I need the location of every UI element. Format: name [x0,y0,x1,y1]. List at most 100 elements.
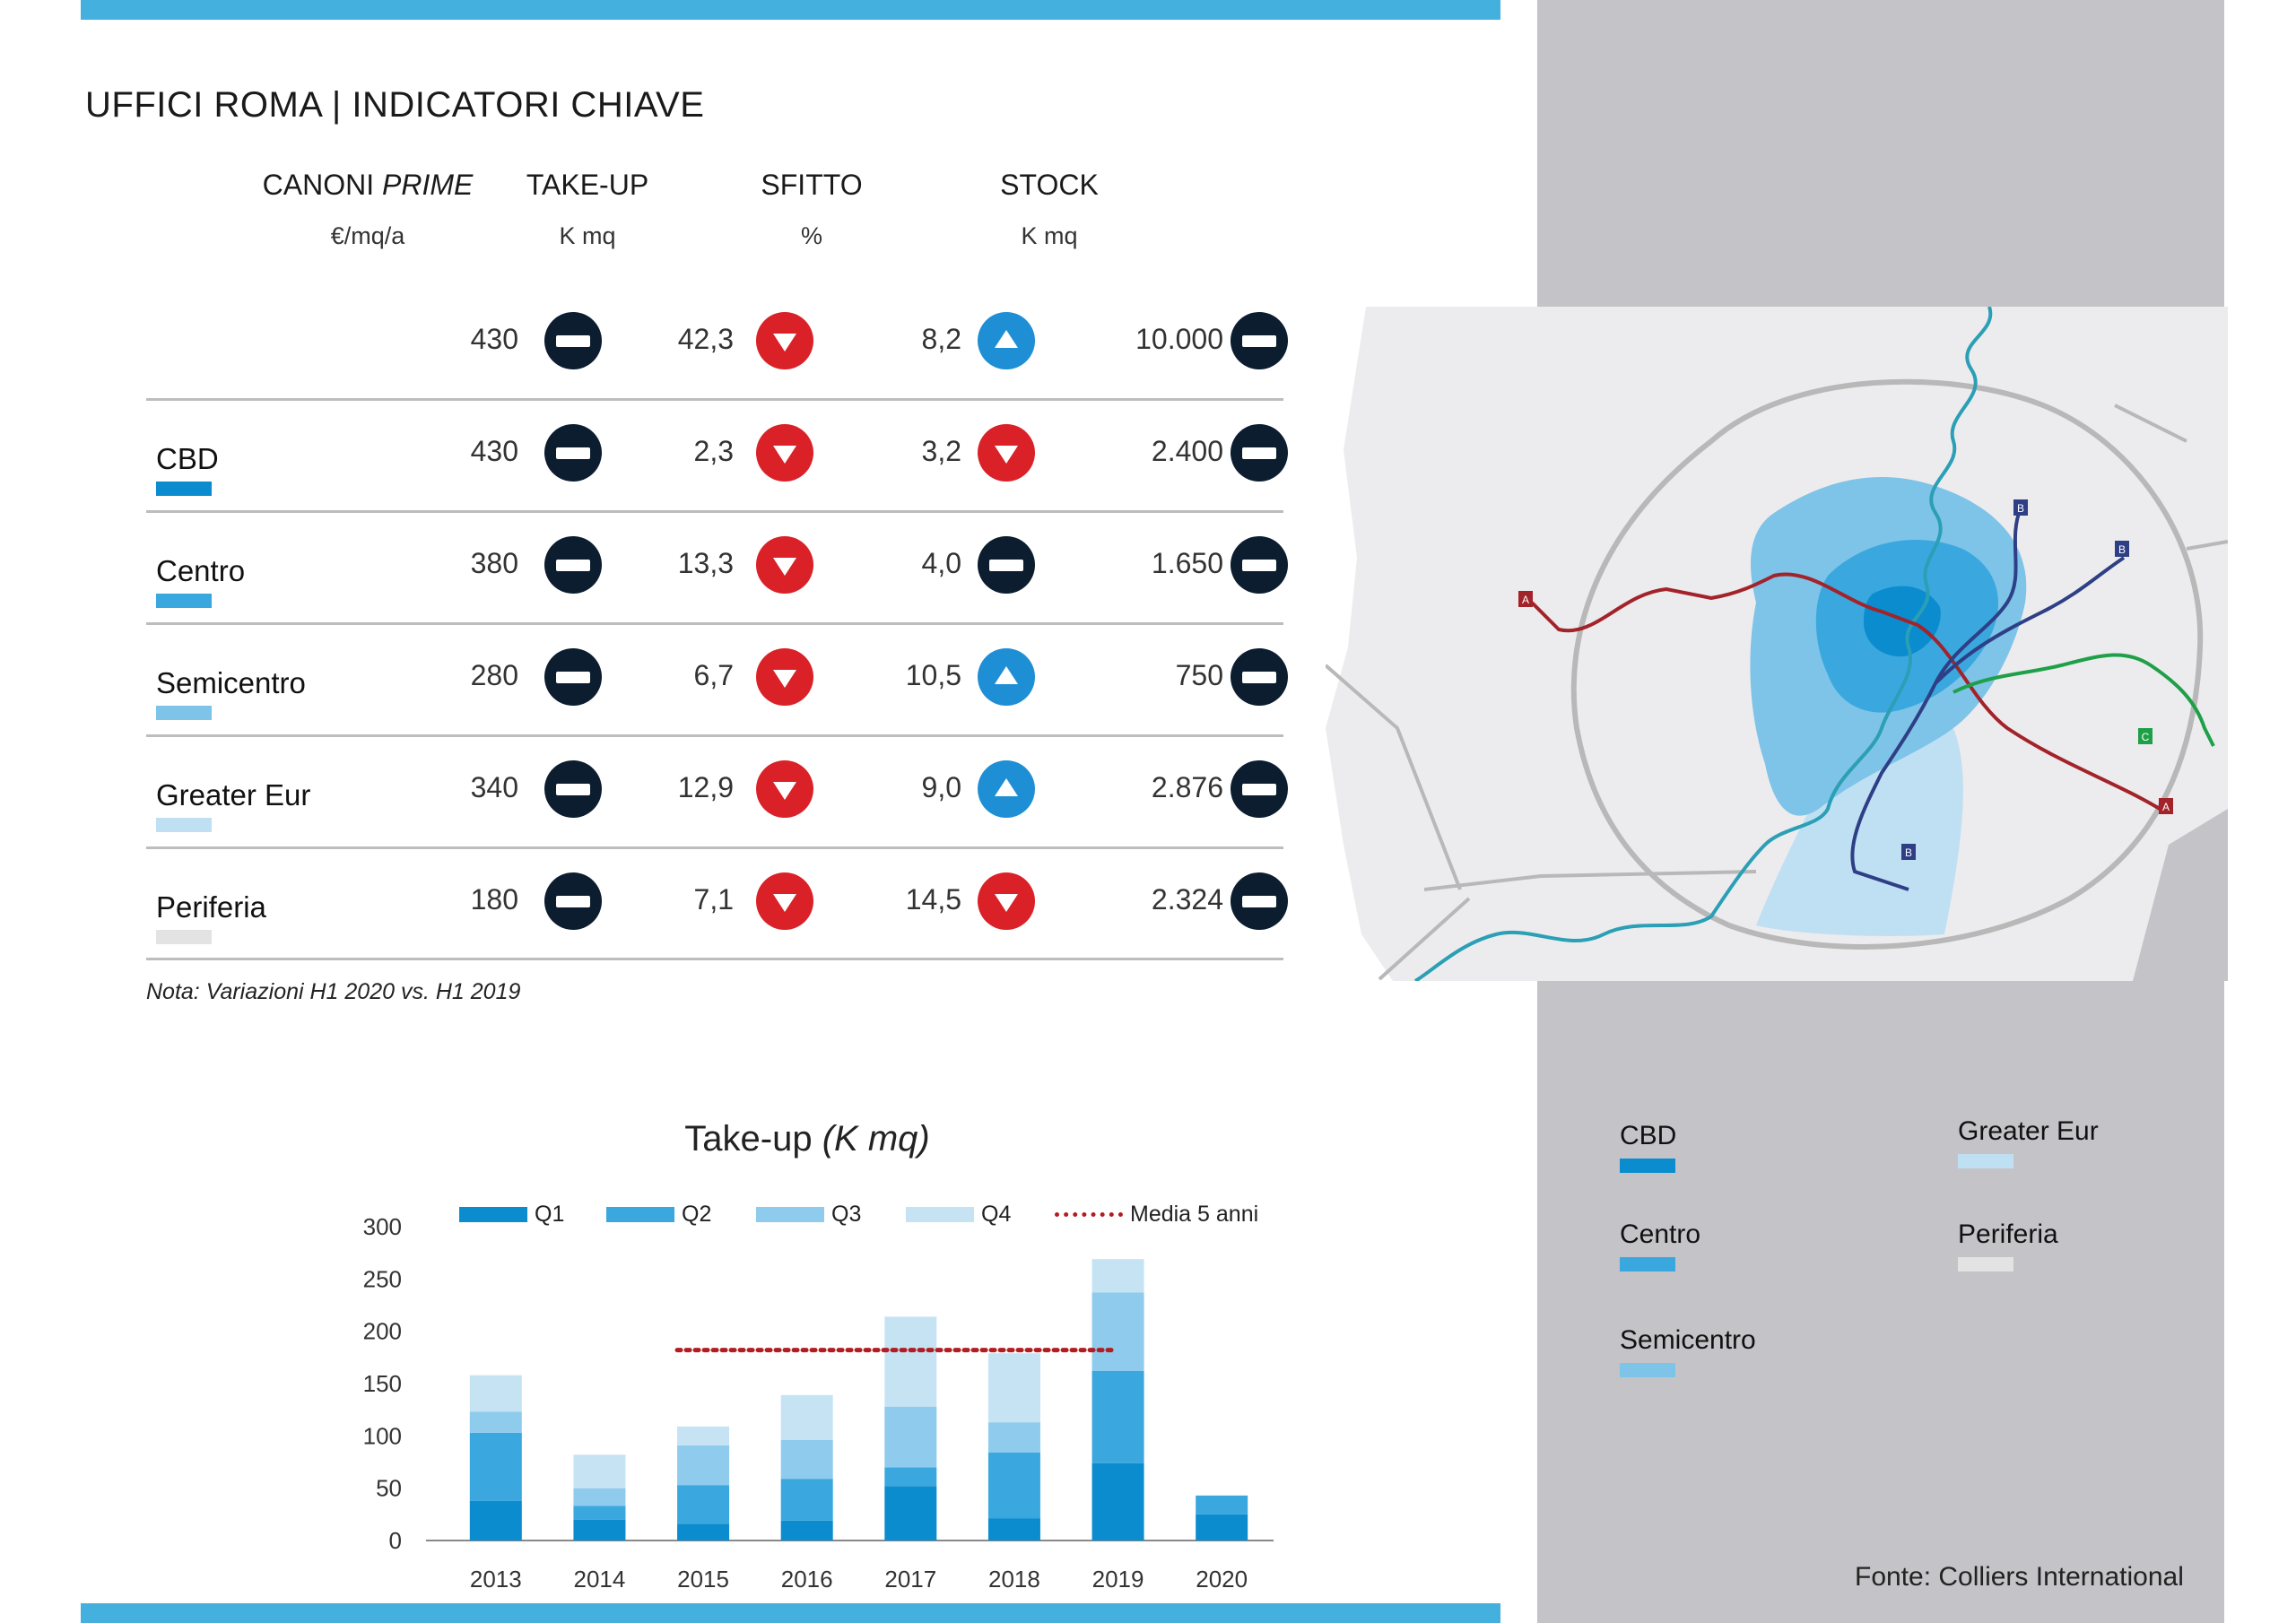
bar-2016-q3 [780,1440,833,1480]
legend-item-q1: Q1 [459,1202,564,1228]
map-legend-label: Centro [1620,1219,1701,1249]
legend-item-q4: Q4 [906,1202,1011,1228]
metro-c-terminal: C [2138,728,2152,744]
trend-down-icon [756,648,813,706]
column-header-0: CANONI PRIME [242,169,493,202]
trend-down-icon [756,424,813,482]
map-legend-label: Periferia [1958,1219,2058,1249]
legend-label: Q2 [682,1202,712,1227]
trend-down-icon [978,872,1035,930]
trend-neutral-icon [1231,536,1288,594]
trend-neutral-icon [1231,424,1288,482]
bar-2020-q2 [1196,1495,1248,1515]
map-legend-swatch [1620,1257,1675,1271]
trend-down-icon [756,872,813,930]
table-value: 3,2 [921,435,961,467]
bar-2015-q1 [677,1523,730,1541]
svg-text:B: B [1905,846,1912,859]
bottom-accent-bar [81,1603,1500,1623]
metro-a-terminal-east: A [2159,798,2173,814]
bar-2013-q1 [469,1500,522,1541]
rome-map: A A B B B C [1326,307,2228,981]
trend-down-icon [756,760,813,818]
ring-road [1570,378,2204,950]
row-color-swatch [156,594,212,608]
table-value: 430 [470,435,518,467]
table-value: 6,7 [693,659,734,691]
svg-text:A: A [2162,801,2170,813]
map-legend-swatch [1620,1159,1675,1173]
column-header-3: STOCK [924,169,1175,202]
trend-neutral-icon [1231,312,1288,369]
map-legend-swatch [1958,1257,2013,1271]
table-value: 8,2 [921,323,961,355]
bar-2013-q3 [469,1411,522,1433]
trend-up-icon [978,648,1035,706]
column-header-emphasis: PRIME [382,169,474,201]
zone-cbd [1864,586,1941,657]
map-legend-label: Greater Eur [1958,1116,2099,1146]
trend-neutral-icon [544,872,602,930]
table-value: 430 [470,323,518,355]
metro-b-terminal-northeast: B [2115,541,2129,557]
legend-dotted-swatch [1055,1212,1123,1217]
bar-2015-q4 [677,1426,730,1445]
bar-2019-q3 [1091,1292,1144,1371]
x-tick-label: 2014 [574,1566,626,1593]
row-divider [146,846,1283,849]
row-label-cbd: CBD [156,442,219,475]
bar-2019-q2 [1091,1371,1144,1463]
trend-down-icon [756,312,813,369]
legend-swatch [459,1207,527,1222]
chart-title-unit: (K mq) [822,1119,930,1159]
trend-neutral-icon [1231,648,1288,706]
row-label-periferia: Periferia [156,890,266,924]
bar-2014-q1 [573,1519,626,1541]
bar-2020-q1 [1196,1514,1248,1541]
x-tick-label: 2019 [1092,1566,1144,1593]
table-value: 10.000 [1135,323,1223,355]
x-tick-label: 2013 [470,1566,522,1593]
trend-down-icon [978,424,1035,482]
trend-up-icon [978,312,1035,369]
source-note: Fonte: Colliers International [1855,1562,2184,1592]
bar-2019-q4 [1091,1259,1144,1293]
map-legend-swatch [1958,1154,2013,1168]
y-tick-label: 0 [389,1527,402,1554]
bar-2018-q3 [987,1422,1040,1453]
tiber-river [1413,307,1993,981]
legend-label: Q3 [831,1202,862,1227]
table-note: Nota: Variazioni H1 2020 vs. H1 2019 [146,979,521,1004]
bar-2013-q2 [469,1432,522,1501]
y-tick-label: 100 [363,1422,402,1449]
trend-neutral-icon [544,312,602,369]
metro-line-a [1530,572,2161,811]
column-header-text: CANONI [262,169,382,201]
trend-up-icon [978,760,1035,818]
x-tick-label: 2016 [781,1566,833,1593]
table-value: 1.650 [1151,547,1223,579]
column-header-1: TAKE-UP [462,169,713,202]
x-tick-label: 2018 [988,1566,1040,1593]
bar-2017-q2 [884,1467,937,1487]
table-value: 10,5 [905,659,961,691]
road-east [2186,540,2228,551]
legend-label: Q4 [981,1202,1012,1227]
trend-neutral-icon [1231,872,1288,930]
column-header-text: SFITTO [761,169,863,201]
svg-text:A: A [1522,594,1529,606]
table-value: 380 [470,547,518,579]
y-tick-label: 50 [376,1475,402,1502]
bar-2016-q1 [780,1520,833,1541]
x-tick-label: 2020 [1196,1566,1248,1593]
svg-text:B: B [2118,543,2126,556]
trend-down-icon [756,536,813,594]
legend-label: Media 5 anni [1130,1202,1259,1227]
row-color-swatch [156,706,212,720]
legend-swatch [756,1207,824,1222]
trend-neutral-icon [544,536,602,594]
table-value: 2.876 [1151,771,1223,803]
table-value: 2.400 [1151,435,1223,467]
column-unit-2: % [800,222,822,249]
column-unit-0: €/mq/a [330,222,405,249]
